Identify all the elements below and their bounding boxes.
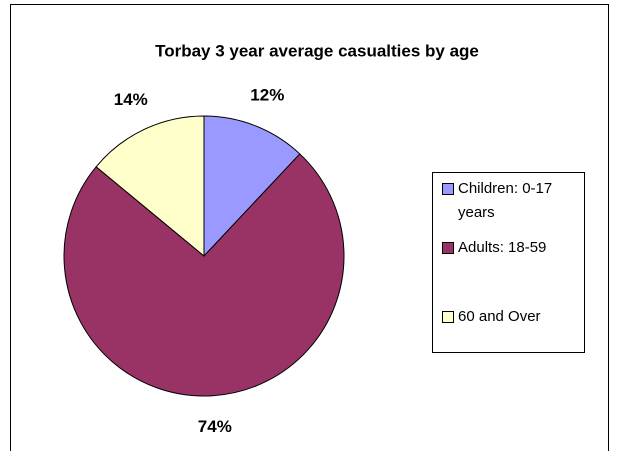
data-label: 14% (114, 90, 148, 109)
pie-slice (63, 153, 345, 397)
legend-swatch (442, 311, 454, 323)
legend-swatch (442, 242, 454, 254)
legend-item: 60 and Over (442, 305, 574, 329)
legend-item: Adults: 18-59 (442, 236, 574, 260)
data-label: 74% (198, 417, 232, 436)
chart-title: Torbay 3 year average casualties by age (155, 41, 479, 60)
legend-label: 60 and Over (458, 308, 541, 325)
data-label: 12% (250, 86, 284, 105)
legend-item: Children: 0-17 years (442, 177, 574, 225)
legend-label: Children: 0-17 years (458, 180, 553, 221)
pie-slice (203, 115, 301, 258)
legend: Children: 0-17 years Adults: 18-59 60 and … (432, 172, 585, 353)
legend-swatch (442, 183, 454, 195)
legend-label: Adults: 18-59 (458, 239, 547, 256)
pie-slice (95, 115, 205, 258)
